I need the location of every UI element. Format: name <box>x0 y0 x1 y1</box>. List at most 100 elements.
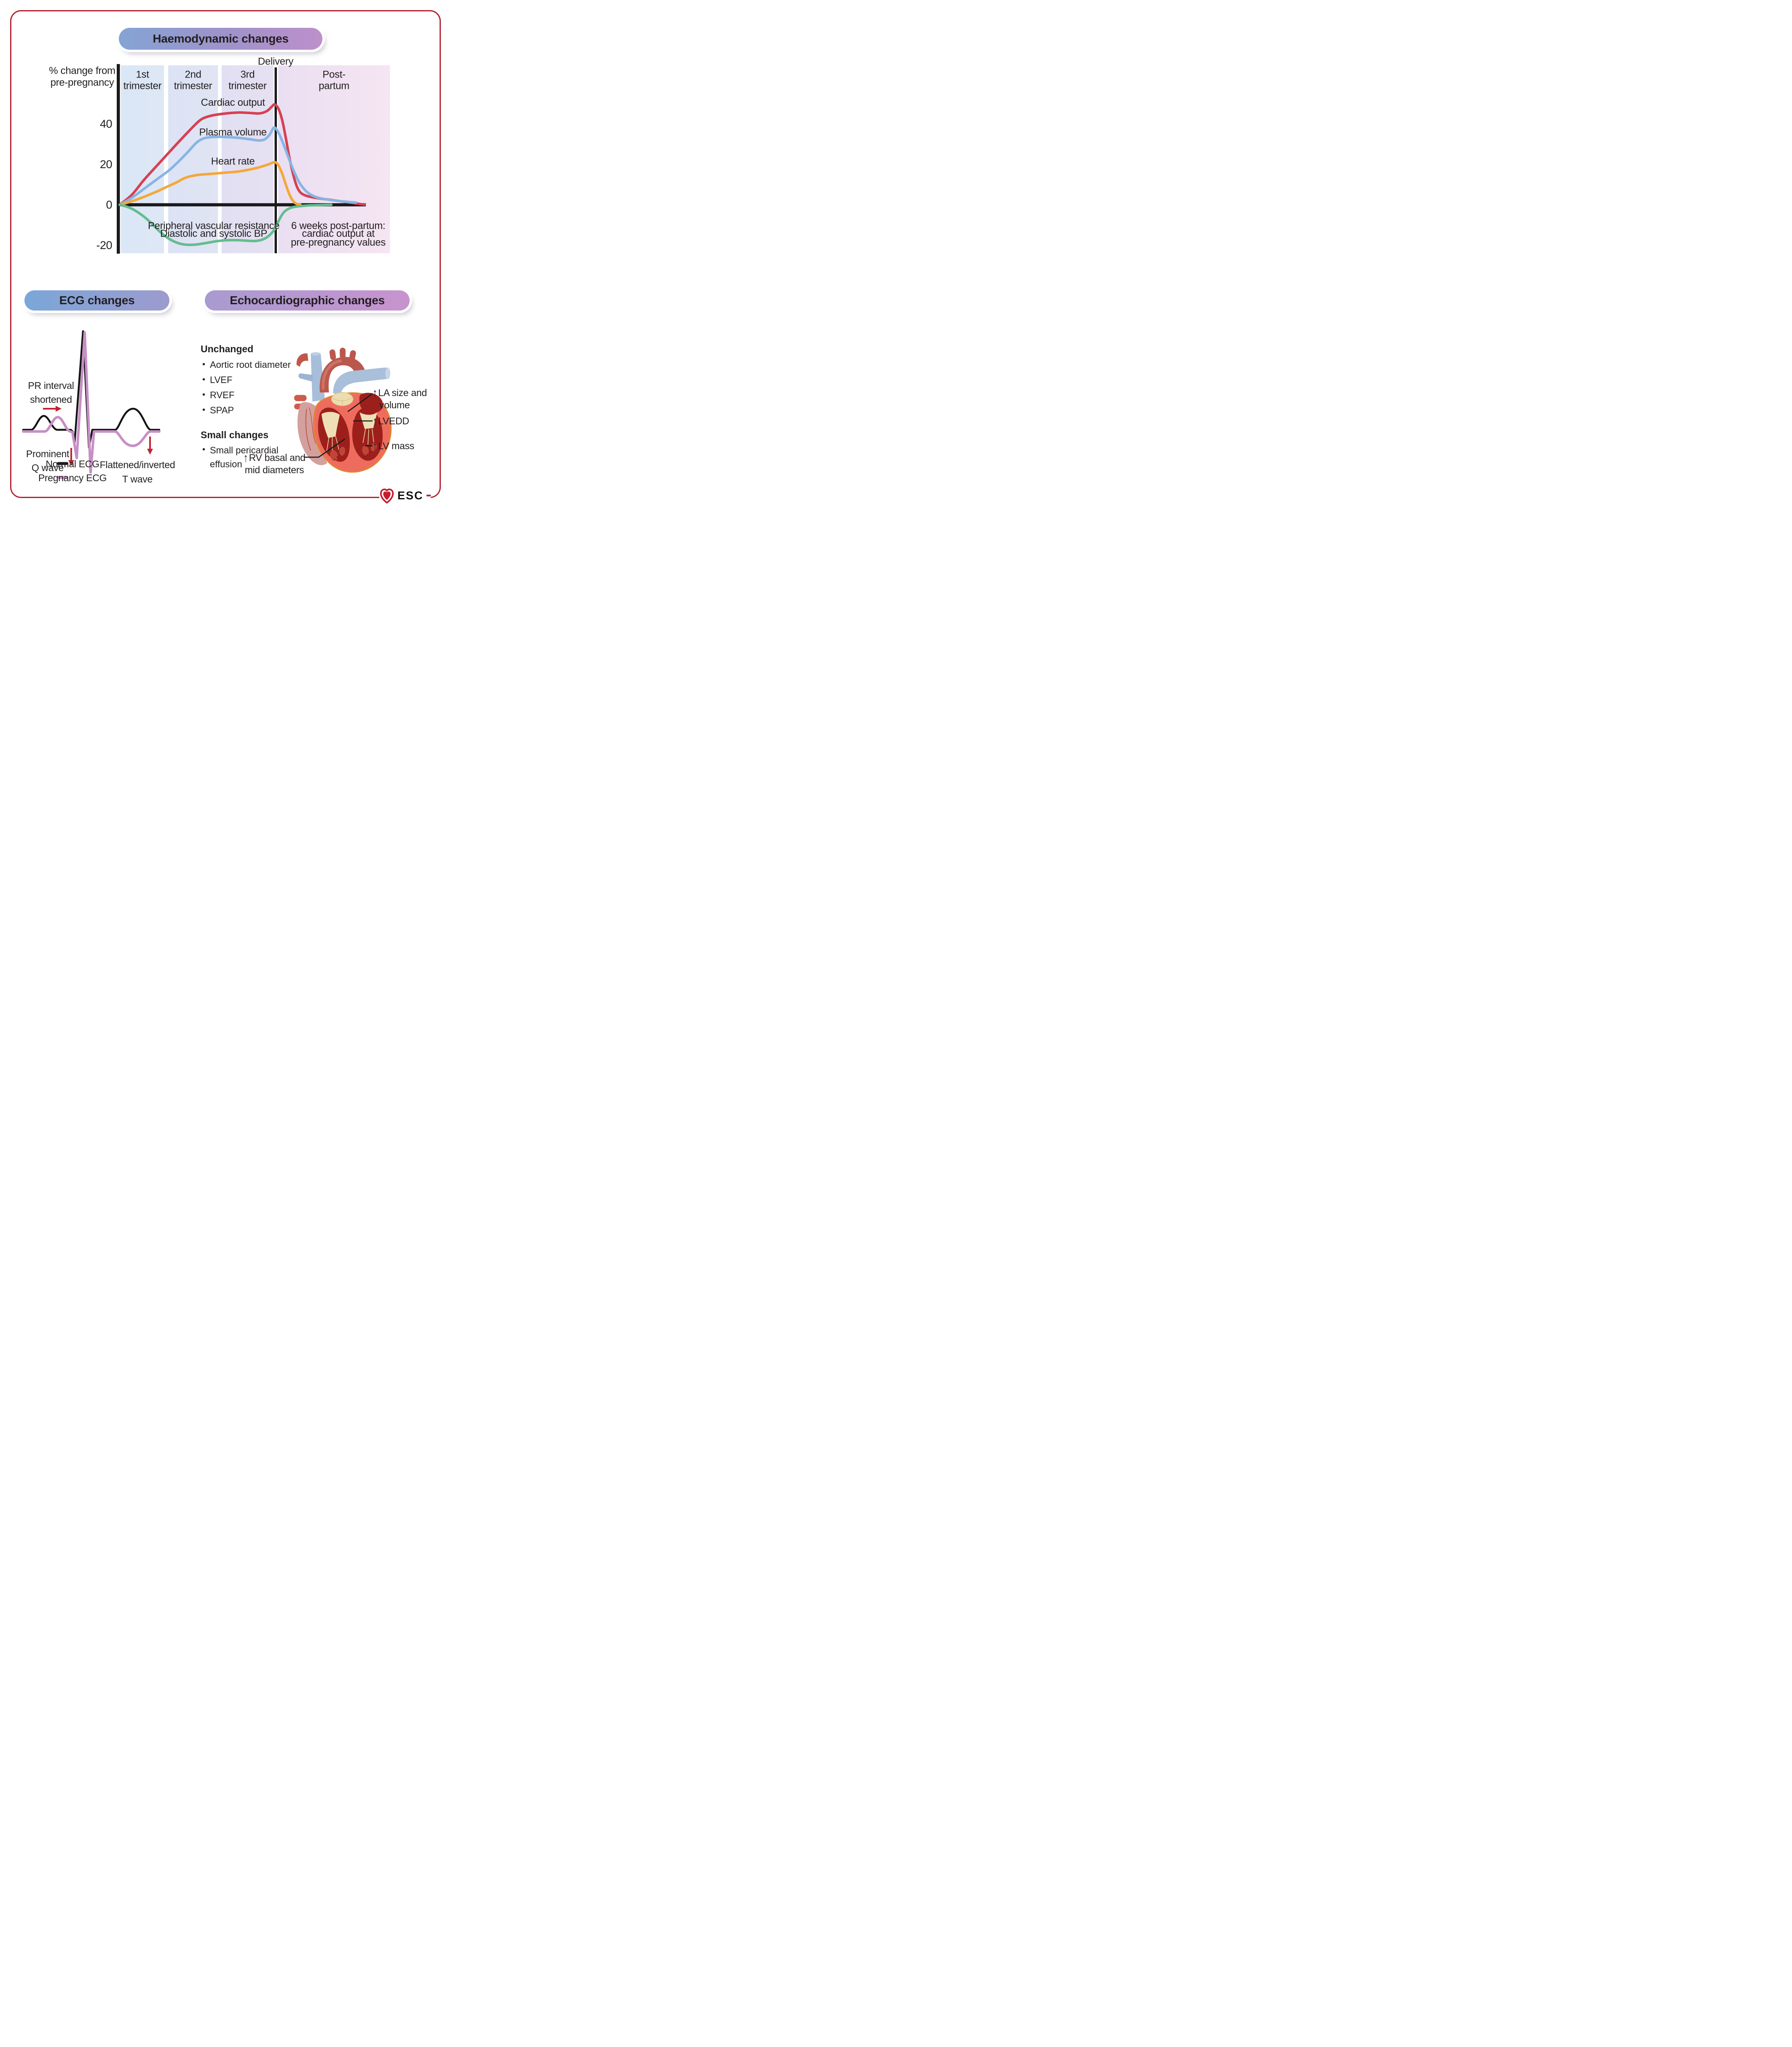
y-tick-label: 0 <box>106 198 112 211</box>
section-label: trimester <box>228 80 267 92</box>
lv-mass-annotation: ↑LV mass <box>373 439 414 453</box>
list-item: LVEF <box>202 372 306 388</box>
y-axis <box>117 64 120 254</box>
lvedd-label: LVEDD <box>378 415 409 426</box>
unchanged-heading: Unchanged <box>201 343 254 354</box>
small-changes-list: Small pericardial effusion <box>202 443 306 471</box>
small-changes-heading: Small changes <box>201 429 269 440</box>
lvedd-annotation: ↑LVEDD <box>373 414 409 428</box>
aorta-branch-1 <box>329 349 336 360</box>
ecg-legend: Normal ECG Pregnancy ECG <box>38 458 107 483</box>
pulmonary-artery <box>333 367 390 395</box>
section-label: 3rd <box>240 69 255 80</box>
ecg-diagram: PR interval shortened Prominent Q wave F… <box>22 330 175 485</box>
svc-branch <box>298 373 314 382</box>
chart-bands <box>121 65 390 253</box>
pregnancy-ecg-waveform <box>22 331 161 474</box>
cardiac-output-label: Cardiac output <box>201 97 266 108</box>
coronary-vessel-2 <box>309 407 316 444</box>
infographic-page: Haemodynamic changes ECG changes Echocar… <box>0 0 448 512</box>
band-2nd-trimester <box>168 65 218 253</box>
pr-interval-label-line1: PR interval <box>28 380 74 391</box>
list-item: Aortic root diameter <box>202 357 306 372</box>
section-label: trimester <box>174 80 212 92</box>
section-label: trimester <box>123 80 162 92</box>
postpartum-note-line3: pre-pregnancy values <box>291 237 386 248</box>
y-axis-label-line1: % change from <box>49 65 115 77</box>
section-label: 1st <box>136 69 149 80</box>
up-arrow-icon: ↑ <box>243 450 248 465</box>
postpartum-note-line2: cardiac output at <box>302 228 375 239</box>
esc-logo: ESC <box>379 485 431 506</box>
pvr-note-line2: Diastolic and systolic BP <box>160 228 267 239</box>
esc-logo-text: ESC <box>397 489 424 502</box>
t-wave-down-arrow-icon <box>147 437 153 455</box>
y-tick-label: -20 <box>96 239 112 252</box>
list-item: RVEF <box>202 387 306 403</box>
pulmonary-artery-opening <box>385 367 391 379</box>
peripheral-vascular-resistance-line <box>118 204 333 246</box>
rv-diameters-annotation: ↑RV basal and mid diameters <box>239 450 310 476</box>
plasma-volume-label: Plasma volume <box>199 127 267 138</box>
chart-curves <box>118 103 366 246</box>
aortic-valve <box>331 392 354 406</box>
papillary-muscle-4 <box>370 443 377 451</box>
up-arrow-icon: ↑ <box>373 386 378 400</box>
haemodynamic-chart: 40 20 0 -20 % change from pre-pregnancy Del… <box>49 56 390 254</box>
rv-label-line2: mid diameters <box>244 464 304 475</box>
aortic-valve-seams <box>332 397 353 405</box>
pulmonary-vein-stub <box>296 353 309 367</box>
q-wave-down-arrow-icon <box>68 448 74 466</box>
y-tick-label: 40 <box>100 118 112 130</box>
heart-annotation-connectors <box>305 393 373 458</box>
tricuspid-valve <box>321 412 340 438</box>
list-item: SPAP <box>202 402 306 418</box>
up-arrow-icon: ↑ <box>373 414 378 428</box>
prominent-q-label-line1: Prominent <box>26 448 70 459</box>
pr-interval-label-line2: shortened <box>30 394 72 405</box>
section-header-haemodynamic: Haemodynamic changes <box>119 28 322 50</box>
chart-labels: % change from pre-pregnancy Delivery 1st… <box>49 56 386 248</box>
pr-shortened-arrow-icon <box>43 406 62 412</box>
aorta-branch-2 <box>340 348 346 359</box>
section-label: partum <box>319 80 349 92</box>
up-arrow-icon: ↑ <box>373 439 378 453</box>
papillary-muscle-2 <box>339 447 346 456</box>
pvr-note-line1: Peripheral vascular resistance <box>148 220 279 231</box>
normal-ecg-legend-label: Normal ECG <box>46 458 99 469</box>
section-label: Post- <box>322 69 346 80</box>
lv-mass-label: LV mass <box>378 440 414 451</box>
section-header-ecg: ECG changes <box>24 290 169 311</box>
pregnancy-ecg-swatch <box>57 476 68 479</box>
aorta-highlight <box>322 359 342 390</box>
la-label-line2: volume <box>379 399 410 410</box>
la-connector-line <box>347 393 373 413</box>
t-wave-label-line2: T wave <box>122 474 153 485</box>
heart-rate-label: Heart rate <box>211 155 255 167</box>
mitral-chordae <box>362 429 374 445</box>
coronary-vessel-1 <box>305 409 311 451</box>
list-item: Small pericardial effusion <box>202 443 306 471</box>
svc-opening <box>311 352 321 356</box>
section-header-echo: Echocardiographic changes <box>205 290 410 311</box>
heart-rate-line <box>118 161 302 206</box>
esc-logo-dash <box>426 495 431 496</box>
delivery-label: Delivery <box>258 56 294 67</box>
echo-findings: Unchanged Aortic root diameterLVEFRVEFSP… <box>201 343 306 471</box>
heart-illustration <box>294 348 392 473</box>
postpartum-note-line1: 6 weeks post-partum: <box>291 220 385 231</box>
rv-connector-line <box>305 438 345 458</box>
ecg-title: ECG changes <box>59 294 135 307</box>
y-axis-label-line2: pre-pregnancy <box>51 77 114 88</box>
trabeculae-dots <box>334 452 371 461</box>
band-3rd-trimester <box>221 65 274 253</box>
unchanged-list: Aortic root diameterLVEFRVEFSPAP <box>202 357 306 418</box>
left-atrium-chamber <box>359 393 383 413</box>
papillary-muscle-3 <box>362 445 369 455</box>
band-1st-trimester <box>121 65 164 253</box>
rv-label-line1: RV basal and <box>249 452 306 463</box>
y-tick-label: 20 <box>100 158 112 171</box>
papillary-muscle-1 <box>330 450 338 461</box>
card-border <box>10 10 441 498</box>
pregnancy-ecg-legend-label: Pregnancy ECG <box>38 472 107 483</box>
